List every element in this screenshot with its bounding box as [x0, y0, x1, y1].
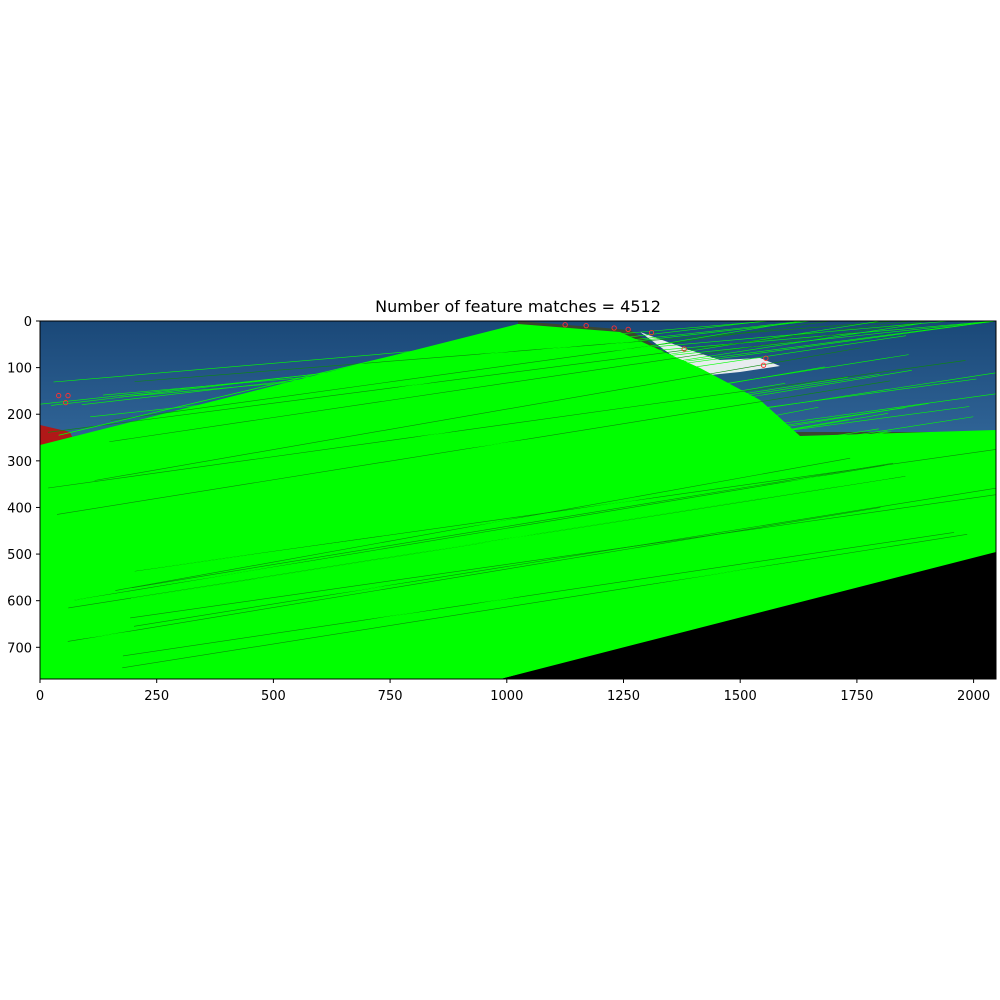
y-tick-label: 600 [7, 595, 32, 610]
y-tick-label: 0 [24, 315, 32, 330]
x-tick-label: 2000 [957, 689, 990, 704]
y-tick-label: 100 [7, 362, 32, 377]
x-tick-label: 1750 [840, 689, 873, 704]
y-tick-label: 200 [7, 408, 32, 423]
plot-area [40, 321, 996, 679]
x-tick-label: 1000 [490, 689, 523, 704]
y-axis: 0 100 200 300 400 500 600 700 [7, 315, 40, 656]
y-tick-label: 500 [7, 548, 32, 563]
chart-title: Number of feature matches = 4512 [375, 297, 661, 316]
x-tick-label: 750 [378, 689, 403, 704]
y-tick-label: 400 [7, 501, 32, 516]
x-tick-label: 0 [36, 689, 44, 704]
x-tick-label: 250 [144, 689, 169, 704]
x-tick-label: 1500 [724, 689, 757, 704]
x-tick-label: 500 [261, 689, 286, 704]
y-tick-label: 300 [7, 455, 32, 470]
x-axis: 0 250 500 750 1000 1250 1500 1750 2000 [36, 679, 990, 704]
x-tick-label: 1250 [607, 689, 640, 704]
y-tick-label: 700 [7, 641, 32, 656]
